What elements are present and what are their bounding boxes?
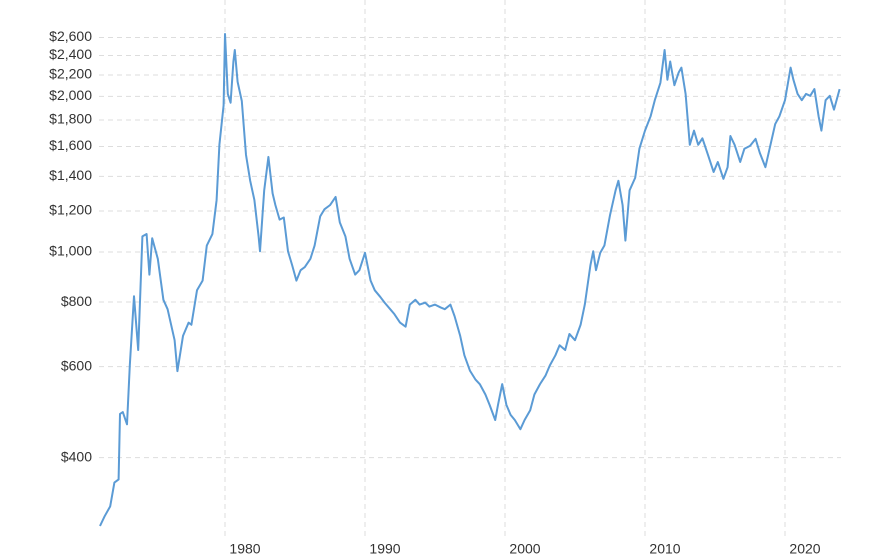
x-tick-label: 1980 xyxy=(229,541,260,557)
y-tick-label: $1,000 xyxy=(49,243,92,259)
y-tick-label: $1,200 xyxy=(49,202,92,218)
y-tick-label: $800 xyxy=(61,293,92,309)
x-tick-label: 2000 xyxy=(509,541,540,557)
x-tick-label: 1990 xyxy=(369,541,400,557)
y-tick-label: $2,000 xyxy=(49,87,92,103)
y-tick-label: $400 xyxy=(61,448,92,464)
y-tick-label: $600 xyxy=(61,357,92,373)
y-tick-label: $2,600 xyxy=(49,28,92,44)
y-tick-label: $2,200 xyxy=(49,66,92,82)
y-tick-label: $1,400 xyxy=(49,167,92,183)
y-tick-label: $2,400 xyxy=(49,46,92,62)
x-tick-label: 2010 xyxy=(649,541,680,557)
y-tick-label: $1,800 xyxy=(49,111,92,127)
x-tick-label: 2020 xyxy=(789,541,820,557)
y-tick-label: $1,600 xyxy=(49,137,92,153)
price-line xyxy=(99,32,841,527)
